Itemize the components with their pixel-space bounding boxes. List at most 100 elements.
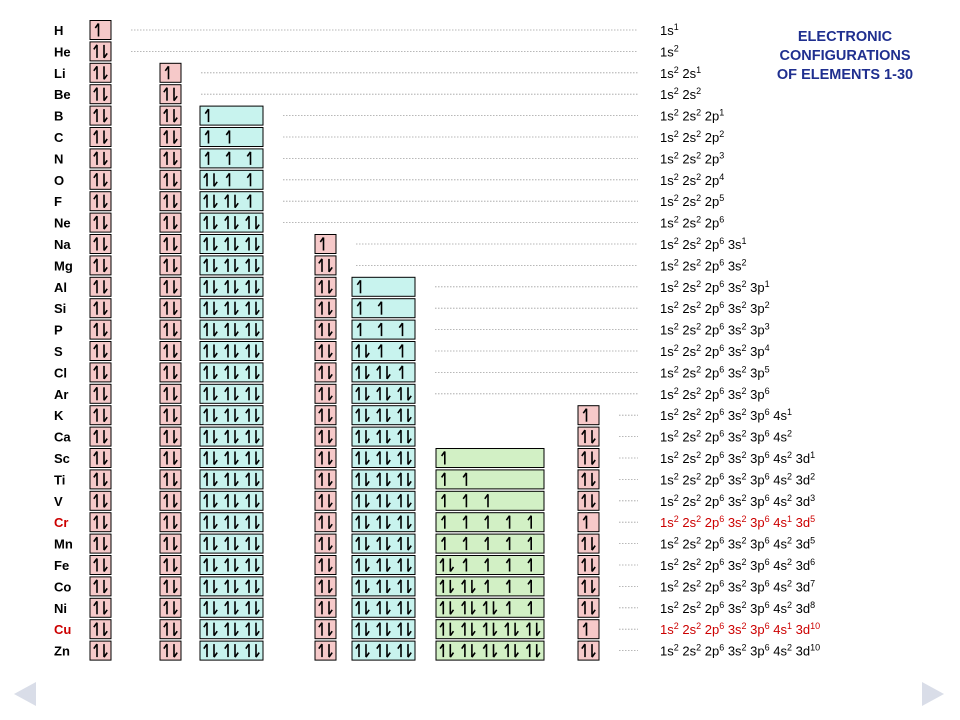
orbital-box	[199, 212, 264, 233]
orbital-box	[351, 640, 416, 661]
orbital-3p	[351, 576, 416, 597]
orbital-box	[314, 426, 337, 447]
orbital-box	[199, 383, 264, 404]
orbital-box	[89, 276, 112, 297]
orbital-box	[351, 319, 416, 340]
electron-configuration: 1s2 2s2 2p6 3s2 3p1	[660, 279, 770, 295]
orbital-2s	[159, 319, 182, 340]
orbital-box	[159, 405, 182, 426]
orbital-box	[435, 555, 545, 575]
orbital-box	[159, 276, 182, 297]
orbital-box	[89, 298, 112, 319]
orbital-box	[159, 84, 182, 105]
orbital-3d	[435, 555, 545, 575]
orbital-2s	[159, 105, 182, 126]
element-symbol: Cl	[54, 365, 67, 380]
orbital-2p	[199, 127, 264, 147]
orbital-box	[435, 597, 545, 618]
electron-configuration: 1s2 2s2 2p6 3s2 3p6 4s2 3d5	[660, 536, 815, 552]
orbital-box	[351, 298, 416, 319]
orbital-3s	[314, 555, 337, 575]
orbital-2s	[159, 169, 182, 190]
previous-slide-arrow-icon[interactable]	[14, 682, 36, 706]
orbital-3s	[314, 405, 337, 426]
orbital-box	[159, 533, 182, 554]
orbital-box	[314, 362, 337, 383]
orbital-3p	[351, 597, 416, 618]
orbital-box	[199, 127, 264, 147]
next-slide-arrow-icon[interactable]	[922, 682, 944, 706]
orbital-3d	[435, 576, 545, 597]
orbital-2s	[159, 234, 182, 254]
orbital-box	[199, 234, 264, 254]
element-row-k: K 1s2 2s2 2p6 3s2 3p6 4s1	[54, 405, 792, 426]
orbital-box	[351, 341, 416, 361]
element-symbol: Mg	[54, 258, 73, 273]
element-row-cl: Cl 1s2 2s2 2p6 3s2 3p5	[54, 362, 770, 383]
orbital-box	[89, 341, 112, 361]
orbital-box	[577, 405, 600, 426]
electron-configuration: 1s2 2s1	[660, 65, 701, 81]
orbital-box	[159, 448, 182, 468]
electron-configuration: 1s2	[660, 43, 679, 59]
orbital-box	[159, 127, 182, 147]
orbital-2s	[159, 341, 182, 361]
orbital-box	[577, 448, 600, 468]
orbital-1s	[89, 212, 112, 233]
orbital-3p	[351, 276, 416, 297]
element-row-ti: Ti 1s2 2s2 2p6 3s2 3p6 4s2 3d2	[54, 469, 815, 490]
orbital-box	[199, 255, 264, 276]
orbital-3s	[314, 255, 337, 276]
orbital-3p	[351, 555, 416, 575]
orbital-2s	[159, 84, 182, 105]
orbital-2p	[199, 255, 264, 276]
orbital-box	[435, 448, 545, 468]
orbital-3p	[351, 512, 416, 533]
orbital-3d	[435, 533, 545, 554]
electron-configuration: 1s2 2s2 2p6 3s2 3p5	[660, 364, 770, 380]
orbital-2s	[159, 448, 182, 468]
orbital-3d	[435, 490, 545, 511]
orbital-2p	[199, 597, 264, 618]
electron-configuration: 1s2 2s2 2p6 3s2 3p6 4s2 3d1	[660, 450, 815, 466]
orbital-1s	[89, 276, 112, 297]
element-row-na: Na 1s2 2s2 2p6 3s1	[54, 234, 747, 254]
orbital-box	[199, 169, 264, 190]
orbital-box	[159, 105, 182, 126]
orbital-3s	[314, 383, 337, 404]
orbital-1s	[89, 255, 112, 276]
orbital-1s	[89, 533, 112, 554]
orbital-box	[199, 490, 264, 511]
orbital-3p	[351, 619, 416, 640]
orbital-box	[314, 619, 337, 640]
orbital-box	[199, 448, 264, 468]
orbital-3p	[351, 341, 416, 361]
element-symbol: Si	[54, 301, 66, 316]
orbital-3p	[351, 319, 416, 340]
orbital-box	[199, 426, 264, 447]
orbital-box	[199, 533, 264, 554]
orbital-box	[314, 383, 337, 404]
orbital-box	[314, 512, 337, 533]
electron-configuration: 1s2 2s2 2p4	[660, 172, 724, 188]
orbital-3d	[435, 469, 545, 490]
orbital-3s	[314, 298, 337, 319]
electron-configuration: 1s2 2s2 2p5	[660, 193, 724, 209]
orbital-2s	[159, 362, 182, 383]
orbital-1s	[89, 105, 112, 126]
orbital-box	[89, 62, 112, 83]
orbital-box	[199, 555, 264, 575]
orbital-box	[89, 362, 112, 383]
orbital-box	[577, 512, 600, 533]
orbital-box	[577, 533, 600, 554]
orbital-box	[159, 383, 182, 404]
orbital-box	[89, 105, 112, 126]
orbital-box	[159, 640, 182, 661]
element-row-mg: Mg 1s2 2s2 2p6 3s2	[54, 255, 747, 276]
element-symbol: Sc	[54, 451, 70, 466]
orbital-box	[89, 84, 112, 105]
orbital-2s	[159, 405, 182, 426]
orbital-box	[577, 426, 600, 447]
orbital-1s	[89, 362, 112, 383]
orbital-box	[89, 448, 112, 468]
